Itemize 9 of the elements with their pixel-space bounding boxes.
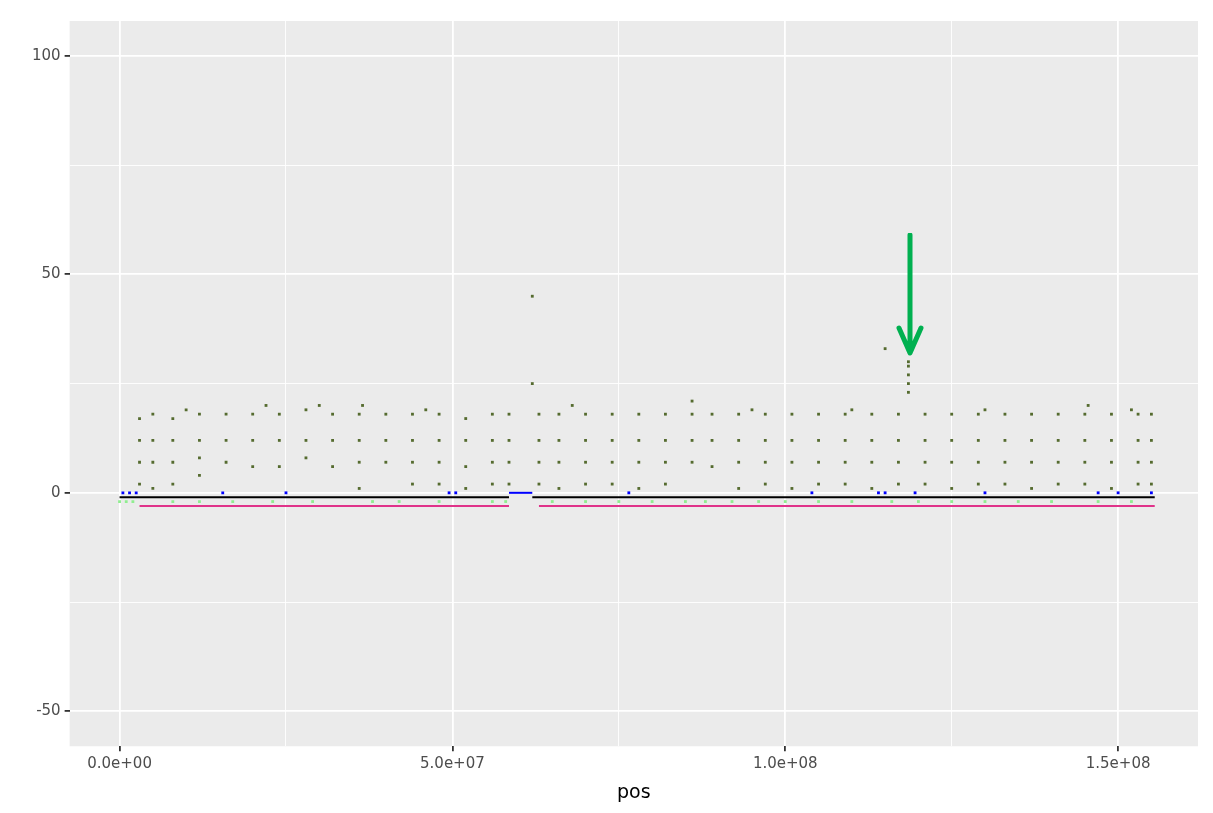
x-tick-label: 0.0e+00 bbox=[87, 754, 152, 773]
y-tick-label: 0 bbox=[51, 482, 61, 501]
x-tick-label: 1.0e+08 bbox=[752, 754, 818, 773]
x-axis-title: pos bbox=[617, 779, 651, 802]
x-tick-label: 1.5e+08 bbox=[1085, 754, 1151, 773]
y-tick-label: 100 bbox=[31, 45, 61, 64]
y-tick-label: 50 bbox=[41, 264, 61, 283]
y-tick-label: -50 bbox=[36, 701, 61, 720]
x-tick-label: 5.0e+07 bbox=[420, 754, 485, 773]
